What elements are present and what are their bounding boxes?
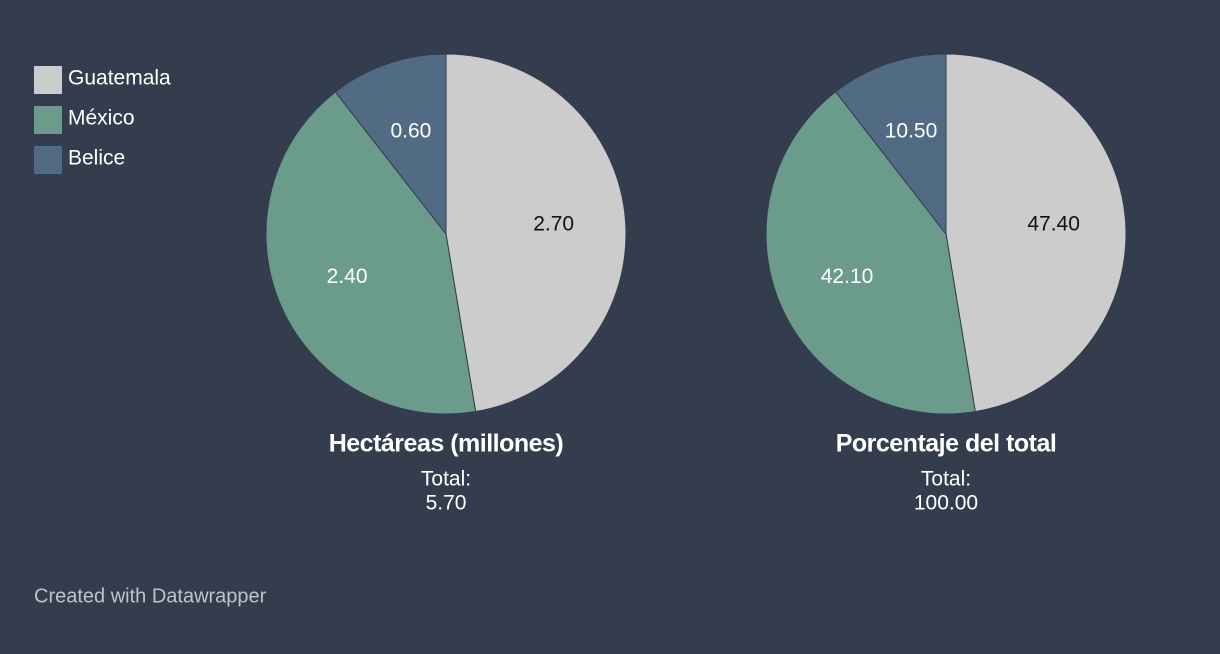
- value-label: 2.70: [533, 213, 574, 236]
- pie-title: Hectáreas (millones): [329, 430, 564, 458]
- total-caption: Total:: [421, 468, 471, 491]
- footer: Created with Datawrapper: [34, 585, 267, 607]
- value-label: 42.10: [821, 265, 874, 288]
- pie-slice: [334, 53, 447, 236]
- value-label: 10.50: [885, 119, 938, 142]
- pie-slice: [765, 91, 976, 415]
- pie-slice: [265, 91, 477, 415]
- value-label: 2.40: [327, 265, 368, 288]
- total-value: 5.70: [426, 492, 467, 515]
- pie-slice: [945, 53, 1127, 413]
- total-value: 100.00: [914, 492, 978, 515]
- pie-slice: [445, 53, 627, 413]
- legend-label: Belice: [68, 147, 125, 170]
- value-label: 47.40: [1027, 213, 1080, 236]
- value-label: 0.60: [390, 119, 431, 142]
- total-caption: Total:: [921, 468, 971, 491]
- legend-label: México: [68, 107, 135, 130]
- legend-label: Guatemala: [68, 67, 171, 90]
- legend-swatch: [34, 146, 62, 174]
- pie-title: Porcentaje del total: [836, 430, 1057, 458]
- legend-swatch: [34, 106, 62, 134]
- legend-swatch: [34, 66, 62, 94]
- pie-slice: [834, 53, 947, 236]
